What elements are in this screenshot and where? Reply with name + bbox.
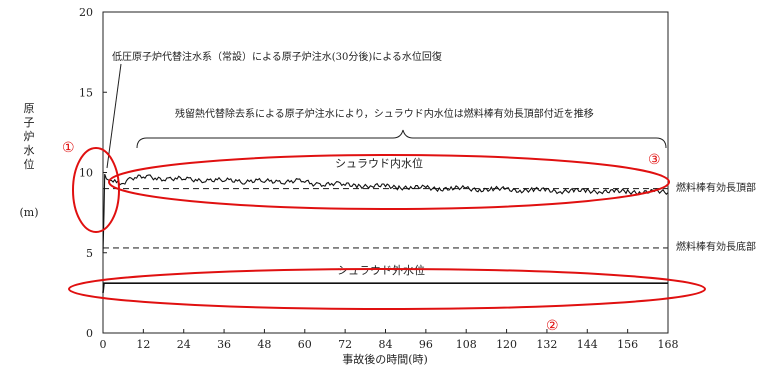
x-tick-label: 60 — [298, 338, 312, 351]
x-tick-label: 168 — [658, 338, 679, 351]
y-tick-label: 10 — [79, 167, 93, 180]
highlight-ellipse-1 — [72, 147, 120, 233]
y-tick-label: 5 — [86, 247, 93, 260]
marker-3: ③ — [648, 152, 661, 168]
x-tick-label: 132 — [536, 338, 557, 351]
x-tick-label: 72 — [338, 338, 352, 351]
x-tick-label: 96 — [419, 338, 433, 351]
y-axis-title-char: 炉 — [24, 130, 35, 143]
marker-2: ② — [546, 318, 559, 334]
series-layer — [102, 173, 669, 293]
x-tick-label: 24 — [177, 338, 191, 351]
brace-annotation: 残留熱代替除去系による原子炉注水により，シュラウド内水位は燃料棒有効長頂部付近を… — [175, 107, 594, 120]
highlight-ellipse-2 — [68, 268, 706, 310]
series-line-2 — [102, 282, 668, 293]
x-tick-label: 108 — [456, 338, 477, 351]
y-axis-title-char: 原 — [24, 102, 35, 115]
marker-1: ① — [62, 140, 75, 156]
y-axis-title-char: 子 — [24, 116, 35, 129]
series-line-1 — [102, 173, 669, 253]
x-tick-label: 0 — [100, 338, 107, 351]
y-axis-ticks: 0 5 10 15 20 — [79, 6, 107, 340]
x-tick-label: 84 — [379, 338, 393, 351]
x-tick-label: 120 — [496, 338, 517, 351]
x-axis-ticks: 0 12 24 36 48 60 72 84 96 108 120 132 144 156 168 — [100, 329, 679, 351]
x-tick-label: 144 — [577, 338, 598, 351]
y-tick-label: 0 — [86, 327, 93, 340]
recovery-leader-line — [106, 63, 122, 169]
fuel-bottom-label: 燃料棒有効長底部 — [676, 240, 756, 253]
inside-level-label: シュラウド内水位 — [335, 156, 423, 170]
y-axis-title-char: 位 — [24, 157, 35, 171]
reference-lines — [103, 187, 668, 249]
y-axis-unit: (m) — [19, 206, 38, 219]
x-tick-label: 12 — [136, 338, 150, 351]
y-axis-title-char: 水 — [24, 144, 35, 157]
x-axis-title: 事故後の時間(時) — [342, 352, 428, 366]
x-tick-label: 48 — [257, 338, 271, 351]
y-tick-label: 20 — [79, 6, 93, 19]
x-tick-label: 156 — [617, 338, 638, 351]
recovery-annotation: 低圧原子炉代替注水系（常設）による原子炉注水(30分後)による水位回復 — [112, 50, 442, 63]
y-tick-label: 15 — [79, 86, 93, 99]
brace-bracket — [136, 129, 667, 149]
highlight-ellipse-3 — [108, 154, 670, 210]
fuel-top-label: 燃料棒有効長頂部 — [676, 181, 756, 194]
x-tick-label: 36 — [217, 338, 231, 351]
